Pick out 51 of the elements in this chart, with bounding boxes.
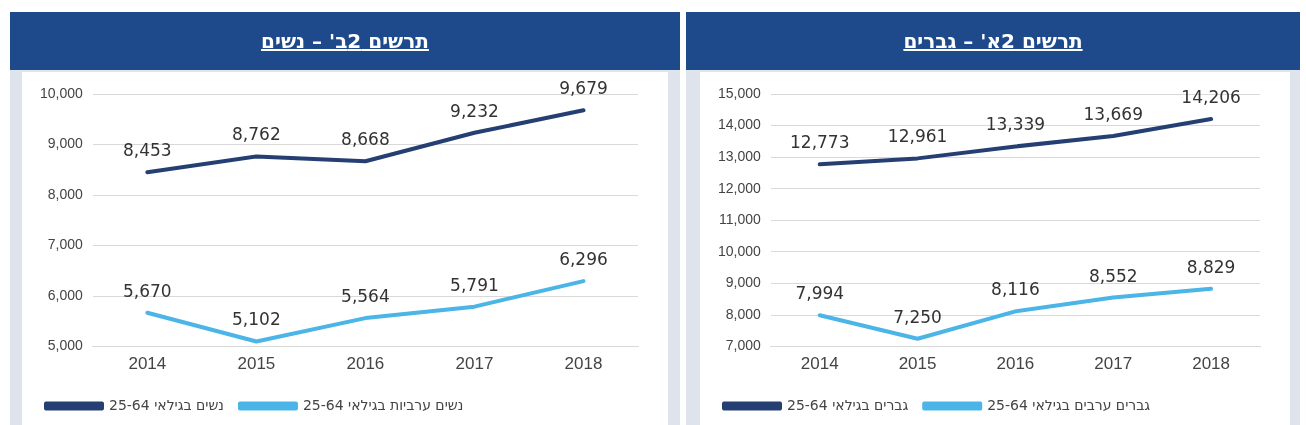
- x-tick-label: 2018: [1192, 354, 1230, 374]
- y-tick-label: 11,000: [719, 211, 762, 228]
- data-label: 9,232: [450, 100, 499, 121]
- y-tick-label: 5,000: [47, 337, 84, 354]
- x-tick-label: 2015: [898, 354, 937, 374]
- y-tick-label: 8,000: [725, 305, 762, 322]
- data-label: 7,994: [795, 283, 845, 304]
- data-label: 8,668: [341, 129, 390, 150]
- x-tick-label: 2016: [996, 354, 1035, 374]
- chart-title: תרשים 2ב' – נשים: [10, 12, 680, 70]
- data-label: 5,102: [232, 309, 281, 330]
- x-tick-label: 2014: [800, 354, 839, 374]
- legend-label: גברים בגילאי 25-64: [787, 396, 909, 413]
- legend-label: נשים ערביות בגילאי 25-64: [302, 396, 464, 413]
- data-label: 5,564: [341, 286, 390, 307]
- y-tick-label: 12,000: [717, 179, 762, 196]
- data-label: 13,669: [1083, 103, 1143, 124]
- y-tick-label: 7,000: [725, 337, 762, 354]
- data-label: 8,453: [123, 140, 172, 161]
- data-label: 7,250: [893, 306, 942, 327]
- legend-label: גברים ערבים בגילאי 25-64: [987, 396, 1151, 413]
- y-tick-label: 10,000: [717, 242, 762, 259]
- y-tick-label: 9,000: [725, 274, 762, 291]
- x-tick-label: 2018: [564, 354, 603, 374]
- y-tick-label: 6,000: [47, 286, 84, 303]
- y-tick-label: 14,000: [717, 116, 762, 133]
- y-tick-label: 7,000: [47, 236, 84, 253]
- x-tick-label: 2015: [237, 354, 276, 374]
- data-label: 5,670: [123, 280, 172, 301]
- data-label: 5,791: [450, 274, 499, 295]
- x-tick-label: 2014: [128, 354, 167, 374]
- x-tick-label: 2016: [346, 354, 385, 374]
- y-tick-label: 10,000: [39, 84, 84, 101]
- data-label: 8,116: [991, 279, 1040, 300]
- y-tick-label: 9,000: [47, 135, 84, 152]
- data-label: 14,206: [1181, 86, 1241, 107]
- data-label: 12,961: [887, 126, 948, 147]
- x-tick-label: 2017: [1094, 354, 1133, 374]
- data-label: 8,762: [232, 124, 281, 145]
- data-label: 13,339: [985, 114, 1046, 135]
- data-label: 9,679: [559, 78, 608, 99]
- legend-label: נשים בגילאי 25-64: [109, 396, 224, 413]
- y-tick-label: 13,000: [717, 148, 762, 165]
- data-label: 8,829: [1186, 256, 1236, 277]
- data-label: 6,296: [559, 249, 608, 270]
- data-label: 12,773: [790, 132, 850, 153]
- data-label: 8,552: [1088, 265, 1138, 286]
- x-tick-label: 2017: [455, 354, 494, 374]
- y-tick-label: 8,000: [47, 185, 84, 202]
- chart-title: תרשים 2א' – גברים: [686, 12, 1300, 70]
- y-tick-label: 15,000: [717, 84, 762, 101]
